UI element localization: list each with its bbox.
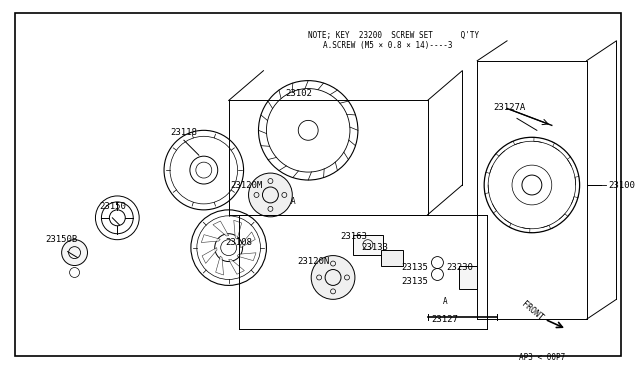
Circle shape: [61, 240, 88, 266]
Text: A.SCREW (M5 × 0.8 × 14)----3: A.SCREW (M5 × 0.8 × 14)----3: [323, 41, 452, 50]
Text: 23127: 23127: [431, 315, 458, 324]
Text: 23100: 23100: [609, 180, 636, 189]
Bar: [353, 235, 383, 254]
Bar: [381, 250, 403, 266]
Text: 23108: 23108: [225, 238, 252, 247]
Text: 23230: 23230: [446, 263, 473, 272]
Text: 23127A: 23127A: [493, 103, 525, 112]
Text: FRONT: FRONT: [520, 300, 545, 323]
Text: A: A: [291, 198, 296, 206]
Text: 23150B: 23150B: [45, 235, 78, 244]
Text: 23150: 23150: [99, 202, 126, 211]
Text: 23102: 23102: [285, 89, 312, 98]
Polygon shape: [216, 256, 223, 275]
Polygon shape: [213, 221, 228, 236]
Circle shape: [311, 256, 355, 299]
Polygon shape: [202, 248, 217, 263]
Text: 23135: 23135: [401, 277, 428, 286]
Bar: [460, 266, 477, 289]
Text: 23118: 23118: [170, 128, 197, 137]
Text: NOTE; KEY  23200  SCREW SET      Q'TY: NOTE; KEY 23200 SCREW SET Q'TY: [308, 31, 479, 41]
Text: 23120N: 23120N: [297, 257, 330, 266]
Polygon shape: [202, 235, 220, 243]
Polygon shape: [234, 220, 242, 239]
Text: 23135: 23135: [401, 263, 428, 272]
Text: AP3 < 00P7: AP3 < 00P7: [518, 353, 565, 362]
Text: 23120M: 23120M: [230, 180, 262, 189]
Text: A: A: [443, 297, 448, 306]
Polygon shape: [241, 232, 255, 248]
Polygon shape: [228, 259, 244, 274]
Text: 23133: 23133: [362, 243, 388, 252]
Polygon shape: [237, 253, 256, 261]
Text: 23163: 23163: [340, 232, 367, 241]
Circle shape: [248, 173, 292, 217]
